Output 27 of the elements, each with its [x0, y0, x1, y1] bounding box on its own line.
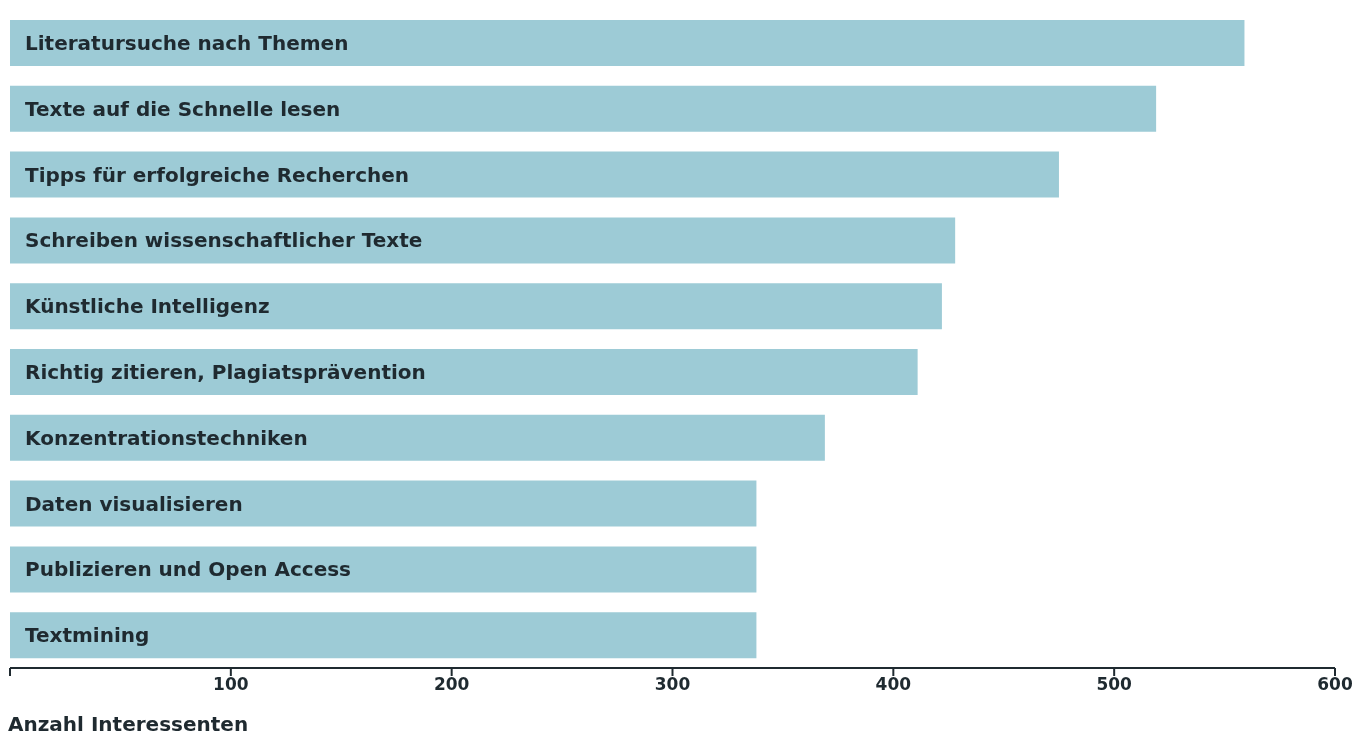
bar — [10, 85, 1157, 132]
x-tick-label: 200 — [433, 674, 470, 695]
y-tick-label: Künstliche Intelligenz — [25, 294, 270, 319]
y-tick-label: Textmining — [25, 623, 150, 648]
y-tick-label: Literatursuche nach Themen — [25, 31, 349, 55]
x-tick-label: 600 — [1317, 674, 1353, 695]
bar — [10, 349, 918, 395]
y-tick-label: Tipps für erfolgreiche Recherchen — [25, 162, 410, 187]
y-tick-label: Texte auf die Schnelle lesen — [25, 96, 341, 121]
y-tick-label: Schreiben wissenschaftlicher Texte — [25, 228, 423, 253]
x-tick-label: 100 — [213, 674, 249, 695]
bar — [10, 151, 1059, 198]
bar — [10, 480, 757, 527]
x-tick-label: 400 — [875, 674, 912, 695]
bar — [10, 20, 1245, 66]
x-tick-label: 300 — [654, 674, 691, 695]
x-axis-title: Anzahl Interessenten — [8, 712, 250, 736]
bar — [10, 283, 942, 330]
bar — [10, 217, 956, 264]
bar — [10, 546, 757, 593]
y-tick-label: Daten visualisieren — [25, 491, 243, 516]
y-tick-label: Richtig zitieren, Plagiatsprävention — [25, 360, 426, 384]
x-tick-label: 500 — [1096, 674, 1133, 695]
y-tick-label: Konzentrationstechniken — [25, 425, 308, 450]
bar — [10, 414, 825, 461]
bar — [10, 612, 757, 659]
y-tick-label: Publizieren und Open Access — [25, 557, 352, 582]
